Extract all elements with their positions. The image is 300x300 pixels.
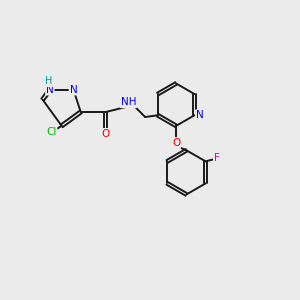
Text: N: N (196, 110, 204, 120)
Text: N: N (46, 85, 54, 94)
Text: O: O (102, 129, 110, 139)
Text: NH: NH (121, 97, 136, 107)
Text: F: F (214, 153, 220, 164)
Text: H: H (45, 76, 52, 86)
Text: Cl: Cl (46, 128, 56, 137)
Text: O: O (172, 138, 180, 148)
Text: N: N (70, 85, 77, 94)
